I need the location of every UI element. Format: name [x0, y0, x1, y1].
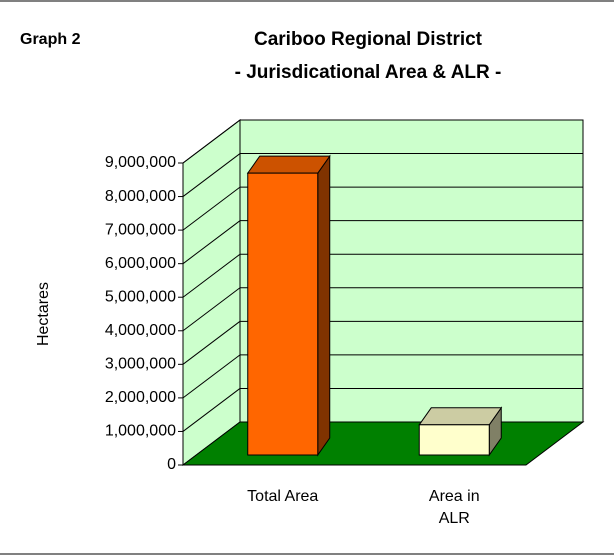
y-tick-label: 1,000,000 [105, 423, 176, 440]
bar [418, 424, 490, 456]
grid-line [182, 253, 241, 298]
y-tick-label: 9,000,000 [105, 154, 176, 171]
side-wall [182, 118, 241, 467]
y-tick-label: 8,000,000 [105, 188, 176, 205]
grid-line [182, 320, 241, 365]
y-tick-label: 4,000,000 [105, 322, 176, 339]
grid-line [182, 287, 241, 332]
y-tick-label: 0 [167, 456, 176, 473]
floor [181, 421, 585, 466]
grid-line [182, 354, 241, 399]
bar-top [246, 155, 331, 174]
bar [247, 172, 319, 456]
chart-title: Cariboo Regional District [254, 29, 483, 50]
y-tick-label: 6,000,000 [105, 255, 176, 272]
bar-top [418, 407, 503, 426]
grid-line [182, 388, 241, 432]
grid-line [182, 186, 241, 231]
bar-side [317, 154, 331, 457]
y-axis-label: Hectares [35, 282, 52, 346]
y-tick-label: 7,000,000 [105, 221, 176, 238]
y-tick-label: 2,000,000 [105, 389, 176, 406]
grid-line [182, 119, 241, 164]
y-tick-label: 5,000,000 [105, 288, 176, 305]
x-tick-label: Area in ALR [428, 488, 480, 527]
graph-label: Graph 2 [20, 31, 81, 48]
chart-subtitle: - Jurisdicational Area & ALR - [235, 62, 502, 83]
x-tick-label: Total Area [247, 488, 319, 505]
grid-line [182, 220, 241, 265]
grid-line [182, 153, 241, 197]
y-tick-label: 3,000,000 [105, 356, 176, 373]
